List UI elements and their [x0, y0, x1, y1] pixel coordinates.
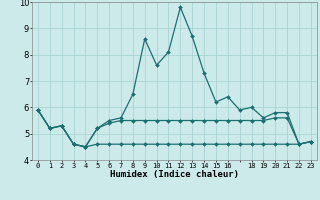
X-axis label: Humidex (Indice chaleur): Humidex (Indice chaleur)	[110, 170, 239, 179]
